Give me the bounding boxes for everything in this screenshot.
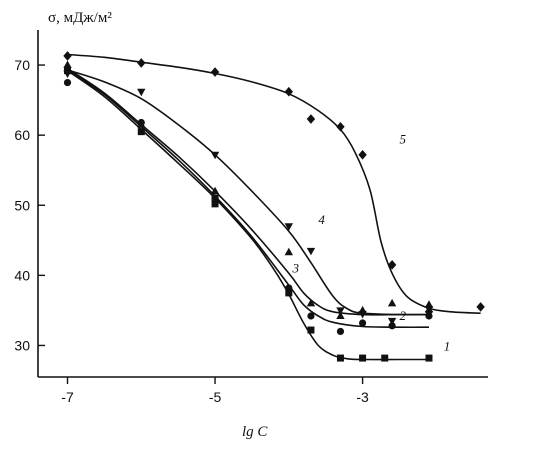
x-tick-label: -3: [356, 389, 369, 405]
series-1-point: [307, 326, 315, 334]
series-5-point: [63, 51, 72, 61]
series-1-point: [336, 354, 344, 362]
x-tick-label: -5: [209, 389, 222, 405]
series-1-label: 1: [444, 338, 451, 353]
series-2-point: [307, 312, 315, 320]
series-3-curve: [67, 67, 429, 316]
series-4-point: [336, 307, 345, 315]
series-1-point: [285, 289, 293, 297]
series-3-point: [137, 120, 146, 128]
series-4-point: [387, 317, 397, 326]
series-2-point: [285, 284, 293, 292]
series-labels: 1 2 3 4 5: [292, 132, 451, 354]
series-2-point: [336, 327, 345, 336]
series-4-point: [358, 310, 367, 319]
series-4-point: [306, 247, 316, 256]
series-5-point: [358, 149, 367, 160]
x-axis-label: lg C: [242, 424, 268, 440]
series-4-point: [284, 223, 294, 231]
series-2-point: [388, 322, 396, 330]
series-5-point: [336, 121, 345, 132]
series-3-point: [284, 247, 294, 256]
series-4-point: [63, 70, 72, 78]
series-3-point: [210, 186, 220, 195]
y-axis-label: σ, мДж/м²: [48, 10, 112, 26]
y-tick-label: 50: [14, 197, 30, 213]
series-2-point: [358, 319, 367, 327]
fit-curves: [67, 53, 481, 361]
series-3-point: [63, 60, 72, 69]
ticks: -7 -5 -3 30 40 50 60 70: [14, 57, 369, 405]
series-2-label: 2: [399, 308, 406, 323]
series-5-point: [387, 260, 397, 270]
series-1-point: [211, 200, 219, 208]
y-tick-label: 70: [14, 57, 30, 73]
series-3-point: [306, 298, 316, 307]
x-tick-label: -7: [61, 389, 74, 405]
data-markers: [63, 51, 485, 362]
series-5-point: [210, 67, 220, 77]
y-tick-label: 40: [14, 267, 30, 283]
series-5-point: [137, 58, 146, 68]
series-1-point: [381, 354, 389, 362]
series-1-point: [359, 354, 367, 362]
series-3-point: [336, 311, 345, 320]
series-4-label: 4: [318, 212, 325, 227]
axes: [37, 30, 488, 378]
series-3-label: 3: [292, 261, 300, 276]
series-3-point: [387, 298, 397, 307]
series-1-point: [137, 128, 145, 136]
series-5-point: [424, 307, 434, 317]
series-5-point: [284, 86, 294, 97]
series-2-point: [211, 194, 219, 202]
series-2-point: [63, 78, 72, 87]
series-3-point: [424, 300, 434, 308]
y-tick-label: 30: [14, 337, 30, 353]
series-2-curve: [67, 69, 430, 329]
series-5-label: 5: [399, 132, 406, 147]
series-4-point: [137, 88, 146, 97]
series-1-point: [425, 354, 433, 362]
series-4-point: [210, 151, 220, 160]
y-tick-label: 60: [14, 127, 30, 143]
series-5-point: [306, 114, 316, 124]
series-5-point: [476, 302, 485, 312]
